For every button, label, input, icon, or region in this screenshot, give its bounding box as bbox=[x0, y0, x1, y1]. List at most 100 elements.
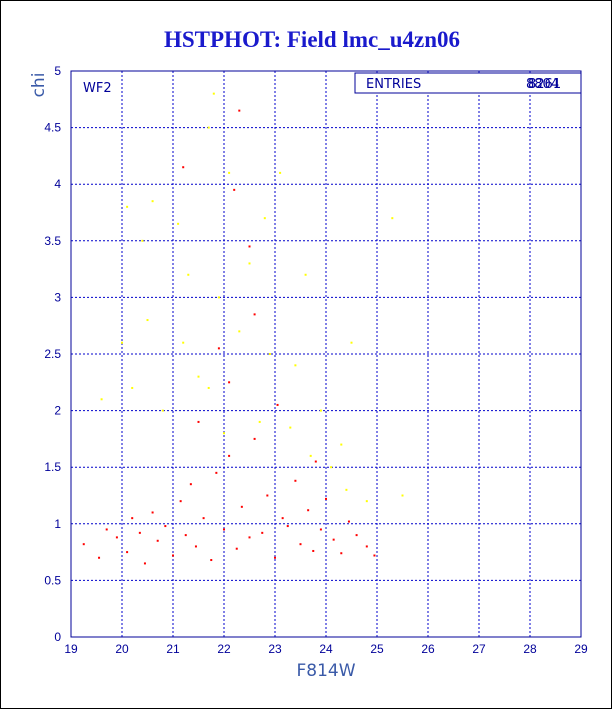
data-point bbox=[289, 426, 292, 429]
x-tick-label: 28 bbox=[523, 642, 537, 656]
y-tick-label: 1 bbox=[54, 517, 61, 531]
plot-frame bbox=[70, 70, 582, 638]
data-point bbox=[217, 347, 220, 350]
data-point bbox=[294, 364, 297, 367]
data-point bbox=[294, 479, 297, 482]
data-point bbox=[355, 534, 358, 537]
data-point bbox=[172, 554, 174, 557]
data-point bbox=[253, 313, 256, 316]
y-axis-label: chi bbox=[29, 73, 49, 98]
data-point bbox=[182, 166, 185, 169]
x-tick-label: 25 bbox=[370, 642, 384, 656]
x-tick-label: 21 bbox=[166, 642, 180, 656]
data-point bbox=[304, 273, 307, 276]
data-point bbox=[161, 409, 164, 412]
data-point bbox=[197, 420, 200, 423]
data-point bbox=[184, 534, 187, 537]
data-point bbox=[182, 341, 185, 344]
data-point bbox=[347, 520, 350, 523]
data-point bbox=[223, 432, 225, 435]
data-point bbox=[100, 398, 103, 401]
data-point bbox=[151, 200, 154, 203]
data-point bbox=[141, 239, 144, 242]
data-point bbox=[253, 437, 256, 440]
y-tick-label: 3.5 bbox=[44, 234, 61, 248]
panel-label: WF2 bbox=[83, 81, 112, 96]
data-point bbox=[223, 528, 225, 531]
y-tick-label: 4.5 bbox=[44, 121, 61, 135]
data-point bbox=[189, 483, 192, 486]
y-tick-labels: 0 0.5 1 1.5 2 2.5 3 3.5 4 4.5 5 bbox=[44, 64, 61, 644]
data-point bbox=[238, 109, 241, 112]
data-point bbox=[330, 466, 333, 469]
data-point bbox=[365, 545, 368, 548]
data-point bbox=[248, 245, 251, 248]
data-point bbox=[143, 562, 146, 565]
data-point bbox=[151, 511, 154, 514]
data-point bbox=[340, 443, 343, 446]
data-point bbox=[345, 488, 348, 491]
data-point bbox=[194, 545, 197, 548]
data-point bbox=[177, 222, 180, 225]
y-tick-label: 0 bbox=[54, 630, 61, 644]
x-tick-label: 24 bbox=[319, 642, 333, 656]
data-point bbox=[238, 330, 241, 333]
data-point bbox=[258, 420, 261, 423]
stats-value-1: 8804 bbox=[526, 77, 559, 92]
data-point bbox=[325, 497, 327, 500]
y-tick-label: 1.5 bbox=[44, 460, 61, 474]
data-point bbox=[126, 551, 129, 554]
data-point bbox=[207, 386, 210, 389]
data-point bbox=[210, 559, 213, 562]
data-point bbox=[240, 505, 243, 508]
x-axis-label: F814W bbox=[296, 661, 355, 681]
data-point bbox=[121, 341, 123, 344]
data-point bbox=[350, 341, 353, 344]
data-point bbox=[131, 386, 134, 389]
x-tick-label: 19 bbox=[64, 642, 78, 656]
data-point bbox=[373, 554, 376, 557]
data-point bbox=[138, 531, 141, 534]
stats-value-2: 8261 bbox=[528, 77, 561, 92]
y-tick-label: 0.5 bbox=[44, 573, 61, 587]
y-tick-label: 2.5 bbox=[44, 347, 61, 361]
data-point bbox=[217, 296, 220, 299]
data-point bbox=[365, 500, 368, 503]
data-point bbox=[319, 409, 322, 412]
chart-title: HSTPHOT: Field lmc_u4zn06 bbox=[164, 27, 460, 52]
x-tick-label: 27 bbox=[472, 642, 486, 656]
data-point bbox=[164, 525, 167, 528]
data-point bbox=[235, 547, 238, 550]
data-point bbox=[197, 375, 200, 378]
data-point bbox=[286, 525, 289, 528]
data-point bbox=[276, 403, 279, 406]
x-tick-label: 20 bbox=[115, 642, 129, 656]
x-tick-label: 23 bbox=[268, 642, 282, 656]
data-point bbox=[340, 552, 343, 555]
data-point bbox=[98, 556, 101, 559]
data-points bbox=[82, 92, 404, 565]
stats-box: ENTRIES 8804 8261 bbox=[354, 72, 582, 94]
data-point bbox=[279, 171, 282, 174]
data-point bbox=[299, 543, 302, 546]
data-point bbox=[228, 171, 231, 174]
data-point bbox=[156, 539, 159, 542]
data-point bbox=[332, 538, 335, 541]
data-point bbox=[115, 536, 118, 539]
x-tick-labels: 19 20 21 22 23 24 25 26 27 28 29 bbox=[64, 642, 588, 656]
data-point bbox=[319, 528, 322, 531]
data-point bbox=[266, 494, 269, 497]
data-point bbox=[263, 217, 266, 220]
data-point bbox=[126, 205, 129, 208]
data-point bbox=[314, 460, 317, 463]
data-point bbox=[187, 273, 190, 276]
data-point bbox=[248, 262, 251, 265]
data-point bbox=[312, 549, 315, 552]
x-tick-label: 22 bbox=[217, 642, 231, 656]
data-point bbox=[202, 517, 205, 520]
data-point bbox=[309, 454, 312, 457]
data-point bbox=[146, 319, 149, 322]
data-point bbox=[212, 92, 215, 95]
